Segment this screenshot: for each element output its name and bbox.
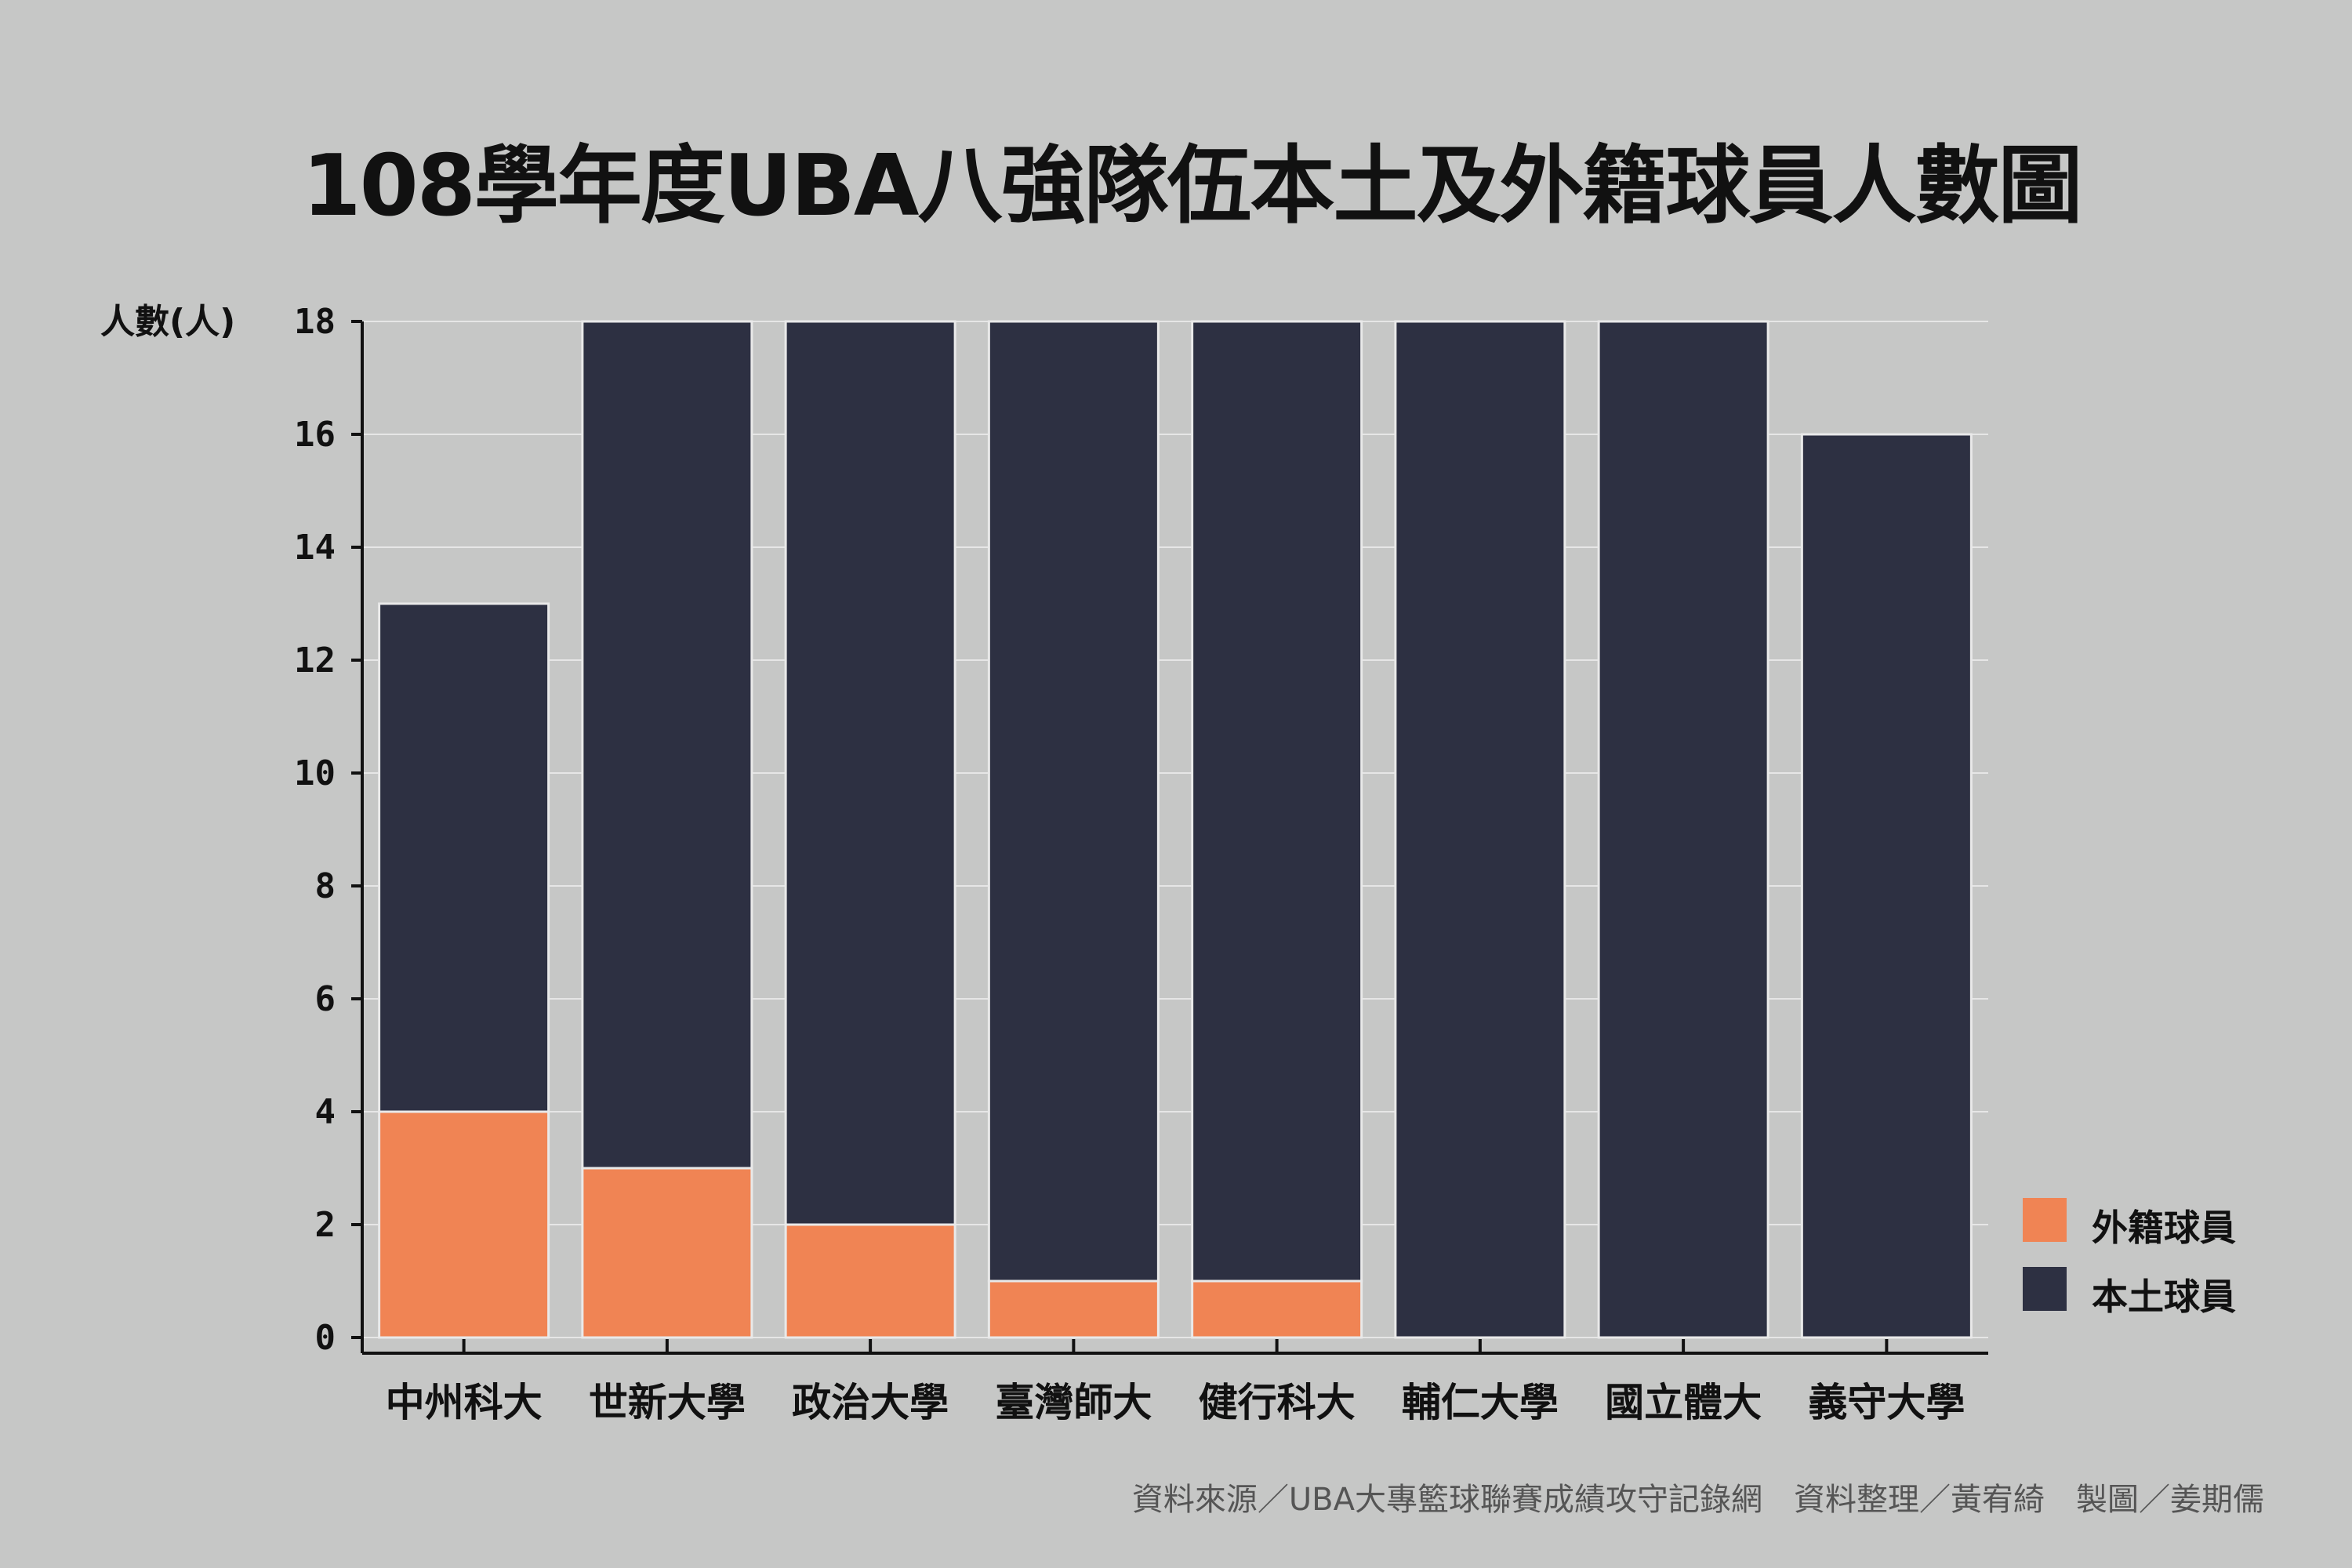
bars: [378, 320, 1973, 1339]
x-tick-label-5: 健行科大: [1199, 1380, 1356, 1425]
legend-swatch-foreign: [2023, 1198, 2067, 1242]
x-tick-label-1: 中州科大: [386, 1380, 543, 1425]
x-tick-label-8: 義守大學: [1808, 1380, 1965, 1425]
y-tick-label-0: 0: [315, 1318, 336, 1358]
y-tick-label-8: 8: [315, 866, 336, 906]
bar-local-8: [1800, 433, 1973, 1339]
y-tick-label-12: 12: [294, 641, 336, 681]
bar-foreign-3: [784, 1223, 956, 1339]
y-tick-label-6: 6: [315, 979, 336, 1019]
x-tick-label-4: 臺灣師大: [995, 1380, 1152, 1425]
tick-labels: 0 2 4 6 8 10 12 14 16 18 中州科大 世新大學 政治大學 臺灣師大 健行科大 輔仁大學 國…: [294, 302, 1965, 1425]
bar-local-1: [378, 602, 550, 1113]
legend-swatch-local: [2023, 1267, 2067, 1311]
x-tick-label-6: 輔仁大學: [1402, 1380, 1559, 1425]
y-tick-label-4: 4: [315, 1092, 336, 1132]
bar-local-6: [1394, 320, 1566, 1339]
y-axis-label: 人數(人): [100, 302, 236, 342]
legend-label-local: 本土球員: [2092, 1276, 2236, 1318]
bar-local-5: [1191, 320, 1363, 1283]
bar-local-2: [581, 320, 753, 1170]
bar-foreign-2: [581, 1167, 753, 1339]
source-note: 資料來源／UBA大專籃球聯賽成績攻守記錄網 資料整理／黃宥綺 製圖／姜期儒: [1131, 1482, 2264, 1518]
legend-label-foreign: 外籍球員: [2092, 1207, 2236, 1249]
bar-foreign-1: [378, 1110, 550, 1339]
chart-title: 108學年度UBA八強隊伍本土及外籍球員人數圖: [302, 137, 2082, 235]
x-tick-label-3: 政治大學: [792, 1380, 949, 1425]
bar-local-3: [784, 320, 956, 1226]
y-tick-label-10: 10: [294, 753, 336, 793]
y-tick-label-2: 2: [315, 1205, 336, 1245]
bar-foreign-4: [987, 1279, 1160, 1339]
x-tick-label-7: 國立體大: [1605, 1380, 1762, 1425]
y-tick-label-16: 16: [294, 415, 336, 455]
axes: [351, 320, 1988, 1355]
bar-foreign-5: [1191, 1279, 1363, 1339]
y-tick-label-18: 18: [294, 302, 336, 342]
y-tick-label-14: 14: [294, 528, 336, 568]
bar-local-7: [1597, 320, 1769, 1339]
x-tick-label-2: 世新大學: [589, 1380, 746, 1425]
bar-local-4: [987, 320, 1160, 1283]
